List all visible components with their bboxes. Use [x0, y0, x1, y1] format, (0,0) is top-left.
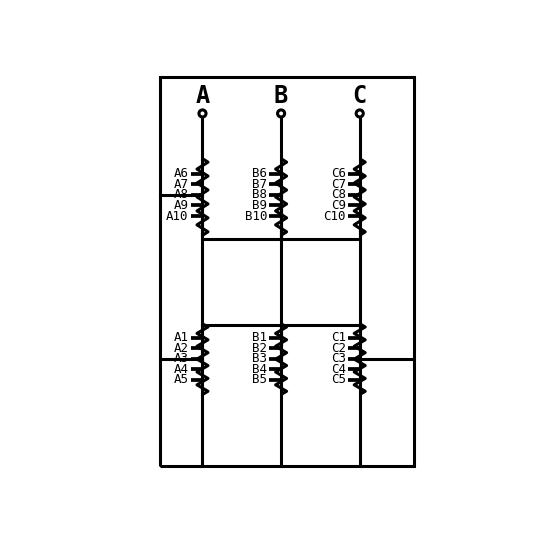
Text: A3: A3 [174, 352, 189, 365]
Text: A8: A8 [174, 188, 189, 202]
Text: C3: C3 [331, 352, 346, 365]
Text: C2: C2 [331, 341, 346, 355]
Text: B9: B9 [253, 199, 267, 212]
Text: A5: A5 [174, 374, 189, 386]
Text: C8: C8 [331, 188, 346, 202]
Text: A7: A7 [174, 178, 189, 191]
Text: B8: B8 [253, 188, 267, 202]
Text: A4: A4 [174, 363, 189, 376]
Text: B10: B10 [245, 210, 267, 222]
Text: A: A [195, 84, 209, 108]
Text: C4: C4 [331, 363, 346, 376]
Text: B2: B2 [253, 341, 267, 355]
Text: B: B [274, 84, 288, 108]
Text: C9: C9 [331, 199, 346, 212]
Text: B5: B5 [253, 374, 267, 386]
Text: A9: A9 [174, 199, 189, 212]
Text: C6: C6 [331, 167, 346, 180]
Text: B4: B4 [253, 363, 267, 376]
Text: C7: C7 [331, 178, 346, 191]
Text: A10: A10 [166, 210, 189, 222]
Text: C10: C10 [324, 210, 346, 222]
Text: B3: B3 [253, 352, 267, 365]
Text: A2: A2 [174, 341, 189, 355]
Text: B7: B7 [253, 178, 267, 191]
Text: A6: A6 [174, 167, 189, 180]
Text: B1: B1 [253, 331, 267, 344]
Text: C1: C1 [331, 331, 346, 344]
Text: C5: C5 [331, 374, 346, 386]
Text: C: C [353, 84, 367, 108]
Text: A1: A1 [174, 331, 189, 344]
Text: B6: B6 [253, 167, 267, 180]
